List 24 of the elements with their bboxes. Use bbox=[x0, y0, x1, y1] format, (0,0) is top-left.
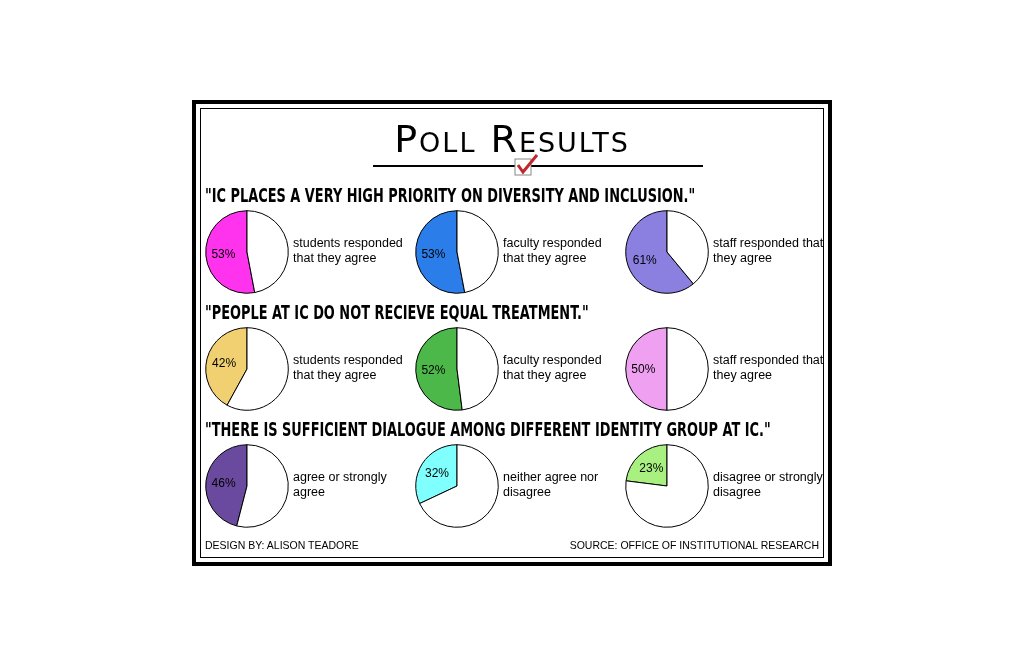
data-label: 50% bbox=[631, 362, 656, 376]
data-label: 52% bbox=[421, 363, 446, 378]
text: "PEOPLE AT IC DO NOT RECIEVE EQUAL TREATMENT." bbox=[205, 301, 589, 323]
data-label: 32% bbox=[425, 466, 450, 481]
text: neither agree nor disagree bbox=[503, 470, 600, 500]
text: staff responded that they agree bbox=[713, 236, 825, 266]
text: students responded that they agree bbox=[293, 353, 404, 383]
data-label: 53% bbox=[211, 247, 236, 262]
text: "IC PLACES A VERY HIGH PRIORITY ON DIVERSITY AND INCLUSION." bbox=[205, 184, 696, 206]
text: students responded that they agree bbox=[293, 236, 404, 266]
text: "THERE IS SUFFICIENT DIALOGUE AMONG DIFFERENT IDENTITY GROUP AT IC." bbox=[205, 418, 771, 440]
data-label: 61% bbox=[632, 253, 658, 268]
source-note: SOURCE: OFFICE OF INSTITUTIONAL RESEARCH bbox=[569, 539, 819, 551]
text: disagree or strongly disagree bbox=[713, 470, 824, 500]
text: DESIGN BY: ALISON TEADORE bbox=[205, 539, 359, 551]
data-label: 53% bbox=[421, 247, 446, 262]
data-label: 42% bbox=[212, 356, 237, 371]
text: faculty responded that they agree bbox=[503, 236, 603, 266]
data-label: 23% bbox=[639, 461, 664, 476]
text: Poll Results bbox=[393, 117, 631, 161]
text: staff responded that they agree bbox=[713, 353, 825, 383]
text: faculty responded that they agree bbox=[503, 353, 603, 383]
text: agree or strongly agree bbox=[293, 470, 388, 500]
data-label: 46% bbox=[211, 476, 236, 491]
